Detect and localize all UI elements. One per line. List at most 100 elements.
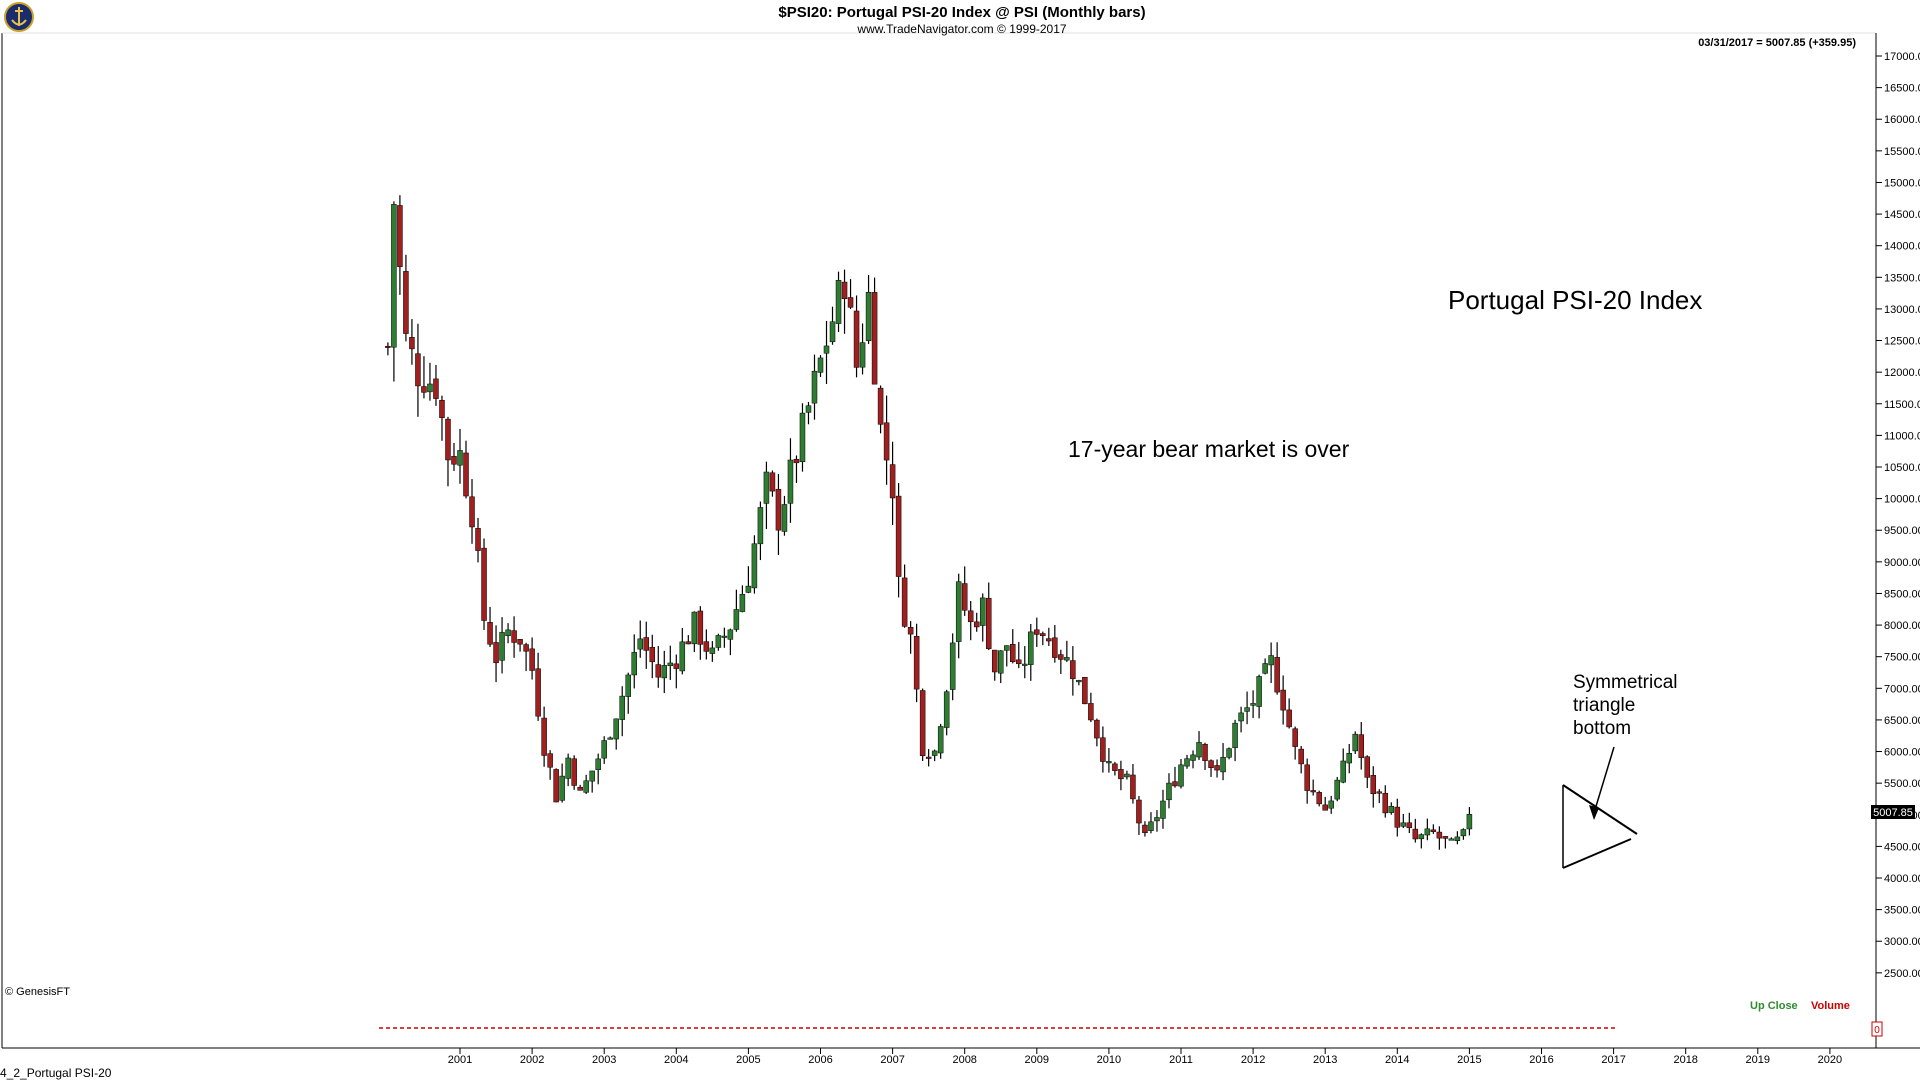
candle-body bbox=[787, 459, 794, 504]
candle-body bbox=[1310, 790, 1316, 793]
y-tick-label: 6500.00 bbox=[1884, 715, 1920, 727]
candle-body bbox=[415, 353, 421, 387]
candle-body bbox=[799, 412, 806, 463]
candle-body bbox=[1214, 765, 1220, 771]
candle-body bbox=[481, 547, 487, 621]
candle-body bbox=[853, 310, 860, 368]
candle-body bbox=[781, 504, 788, 532]
candle-body bbox=[1106, 761, 1112, 764]
candle-body bbox=[523, 644, 529, 652]
candle-body bbox=[775, 488, 782, 531]
candle-body bbox=[613, 718, 619, 740]
candle-body bbox=[691, 611, 698, 645]
candle-body bbox=[1190, 754, 1196, 761]
candle-body bbox=[565, 757, 571, 779]
candle-body bbox=[913, 636, 920, 690]
x-tick-label: 2011 bbox=[1169, 1054, 1193, 1066]
candle-body bbox=[703, 641, 710, 652]
candle-body bbox=[1064, 657, 1070, 661]
candle-body bbox=[979, 597, 986, 626]
x-tick-label: 2010 bbox=[1097, 1054, 1121, 1066]
candle-body bbox=[973, 621, 980, 628]
chart-title: $PSI20: Portugal PSI-20 Index @ PSI (Mon… bbox=[778, 4, 1145, 21]
candle-body bbox=[655, 664, 662, 678]
candle-body bbox=[1124, 773, 1130, 778]
candle-body bbox=[1436, 831, 1443, 839]
annotation-triangle-line3: bottom bbox=[1573, 718, 1631, 739]
arrow-icon bbox=[1589, 746, 1615, 820]
candle-body bbox=[883, 422, 890, 461]
copyright-text: © GenesisFT bbox=[5, 986, 70, 998]
candle-body bbox=[1196, 742, 1202, 758]
y-tick-label: 5500.00 bbox=[1884, 778, 1920, 790]
candle-body bbox=[529, 648, 535, 671]
candle-body bbox=[631, 652, 637, 676]
candle-body bbox=[463, 452, 469, 497]
candle-body bbox=[763, 471, 770, 504]
candle-body bbox=[1262, 663, 1268, 674]
candle-body bbox=[1460, 829, 1467, 837]
candle-body bbox=[679, 641, 686, 672]
candle-body bbox=[619, 695, 625, 720]
candle-body bbox=[961, 583, 968, 611]
candle-body bbox=[985, 597, 992, 649]
candle-body bbox=[601, 740, 607, 759]
candle-body bbox=[661, 665, 668, 679]
candle-body bbox=[493, 642, 499, 664]
candle-body bbox=[1178, 764, 1184, 787]
candle-body bbox=[739, 593, 746, 612]
candle-body bbox=[1022, 663, 1028, 666]
candle-body bbox=[733, 609, 740, 630]
candle-body bbox=[991, 649, 998, 673]
candle-body bbox=[937, 726, 944, 754]
candle-body bbox=[1094, 719, 1100, 739]
candle-body bbox=[1118, 769, 1124, 780]
candle-body bbox=[1298, 748, 1304, 765]
x-tick-label: 2008 bbox=[952, 1054, 976, 1066]
candle-body bbox=[547, 753, 553, 768]
candle-body bbox=[595, 758, 601, 770]
candle-body bbox=[955, 581, 962, 642]
candle-body bbox=[1112, 763, 1118, 771]
genesis-logo-icon bbox=[4, 2, 34, 32]
candle-body bbox=[1448, 838, 1455, 841]
candle-body bbox=[439, 400, 445, 418]
candle-body bbox=[1010, 644, 1016, 662]
candle-body bbox=[475, 528, 481, 551]
y-tick-label: 10000.0 bbox=[1884, 494, 1920, 506]
x-tick-label: 2001 bbox=[448, 1054, 472, 1066]
candle-body bbox=[1046, 638, 1052, 642]
candle-body bbox=[505, 629, 511, 636]
y-tick-label: 7000.00 bbox=[1884, 683, 1920, 695]
y-tick-label: 14000.0 bbox=[1884, 241, 1920, 253]
candle-body bbox=[1052, 637, 1058, 658]
candle-body bbox=[1166, 782, 1172, 801]
candle-body bbox=[829, 321, 836, 343]
candle-body bbox=[1424, 828, 1431, 836]
candle-body bbox=[697, 610, 704, 645]
x-tick-label: 2013 bbox=[1313, 1054, 1337, 1066]
candle-body bbox=[1232, 722, 1238, 748]
candle-body bbox=[541, 717, 547, 756]
annotation-triangle-line1: Symmetrical bbox=[1573, 672, 1678, 693]
candle-body bbox=[1466, 814, 1473, 830]
candle-body bbox=[1034, 629, 1040, 635]
x-tick-label: 2015 bbox=[1457, 1054, 1481, 1066]
candle-body bbox=[403, 271, 409, 334]
candle-body bbox=[553, 769, 559, 803]
candle-body bbox=[1202, 743, 1208, 761]
x-tick-label: 2019 bbox=[1746, 1054, 1770, 1066]
candle-body bbox=[871, 292, 878, 385]
candle-body bbox=[577, 786, 583, 791]
y-tick-label: 16000.0 bbox=[1884, 114, 1920, 126]
candle-body bbox=[1274, 657, 1280, 693]
candle-body bbox=[517, 639, 523, 645]
candle-body bbox=[1100, 737, 1106, 762]
svg-text:5007.85: 5007.85 bbox=[1873, 807, 1913, 819]
candle-body bbox=[1316, 792, 1322, 805]
candle-body bbox=[1256, 676, 1262, 707]
candle-body bbox=[769, 472, 776, 492]
candle-body bbox=[1070, 660, 1076, 680]
candle-body bbox=[889, 464, 896, 499]
candle-body bbox=[451, 456, 457, 465]
